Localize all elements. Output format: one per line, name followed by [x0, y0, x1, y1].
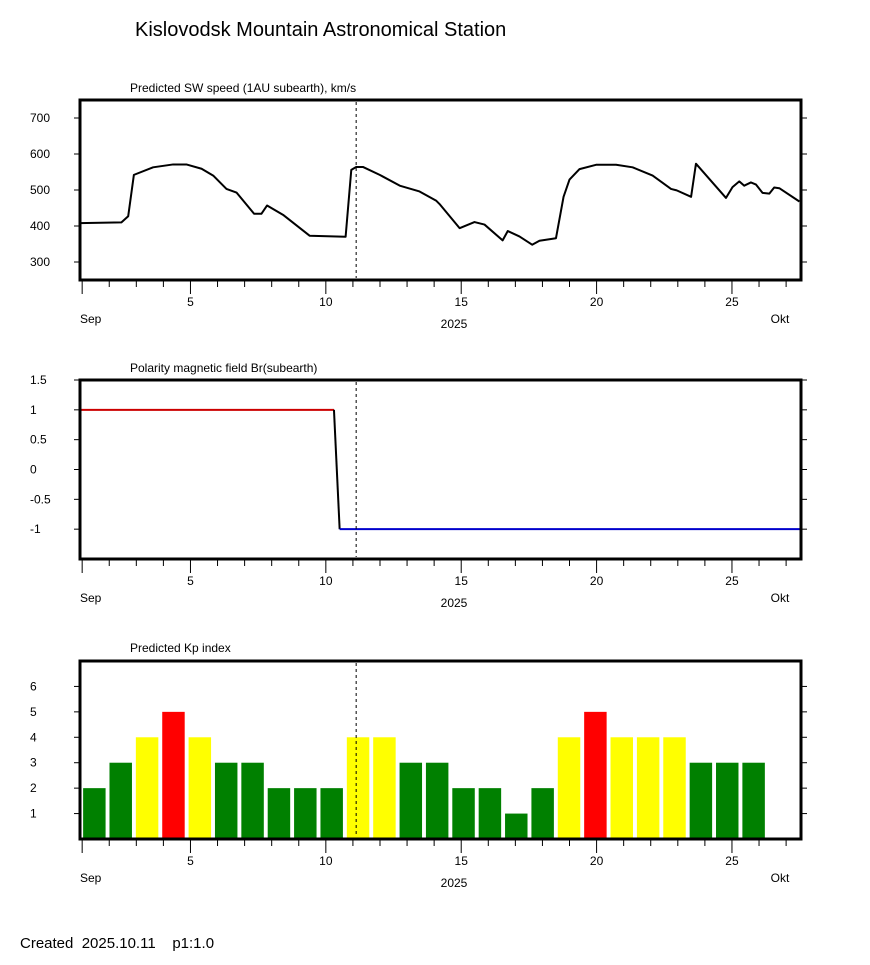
- y-tick-label: 6: [30, 679, 37, 693]
- x-tick-label: 25: [725, 295, 739, 309]
- x-tick-label: 10: [319, 854, 333, 868]
- x-tick-label: 20: [590, 854, 604, 868]
- kp-bar: [425, 762, 449, 839]
- x-tick-label: 5: [187, 574, 194, 588]
- y-tick-label: 400: [30, 219, 50, 233]
- x-end-label: Okt: [771, 871, 790, 885]
- chart-2: [74, 378, 807, 573]
- kp-bar: [505, 813, 528, 839]
- polarity-transition-line: [332, 409, 341, 530]
- plot-frame: [78, 98, 803, 282]
- kp-bar: [452, 788, 475, 839]
- x-tick-label: 10: [319, 295, 333, 309]
- kp-bar: [162, 711, 185, 839]
- y-tick-label: 2: [30, 781, 37, 795]
- created-footer: Created 2025.10.11 p1:1.0: [20, 935, 215, 952]
- kp-bar: [399, 762, 423, 839]
- x-tick-label: 25: [725, 854, 739, 868]
- y-tick-label: 1: [30, 807, 37, 821]
- kp-bar: [294, 788, 317, 839]
- x-tick-label: 15: [455, 295, 469, 309]
- kp-bar: [320, 788, 343, 839]
- x-tick-label: 20: [590, 574, 604, 588]
- kp-bar: [716, 762, 739, 839]
- y-tick-label: 3: [30, 756, 37, 770]
- x-start-label: Sep: [80, 312, 102, 326]
- y-tick-label: -0.5: [30, 492, 51, 506]
- y-tick-label: 5: [30, 705, 37, 719]
- x-start-label: Sep: [80, 591, 102, 605]
- chart-3: [74, 659, 807, 853]
- plot-frame: [78, 378, 803, 561]
- kp-bar: [689, 762, 713, 839]
- y-tick-label: 0: [30, 463, 37, 477]
- kp-bar: [663, 737, 686, 839]
- x-tick-label: 20: [590, 295, 604, 309]
- x-axis-label: 2025: [441, 317, 468, 331]
- x-tick-label: 10: [319, 574, 333, 588]
- x-tick-label: 15: [455, 574, 469, 588]
- x-end-label: Okt: [771, 591, 790, 605]
- kp-bar: [109, 762, 132, 839]
- kp-bar: [531, 788, 554, 839]
- kp-bar: [610, 737, 634, 839]
- kp-bar: [241, 762, 264, 839]
- kp-bar: [83, 788, 106, 839]
- chart-1: [74, 98, 807, 294]
- x-end-label: Okt: [771, 312, 790, 326]
- x-axis-label: 2025: [441, 596, 468, 610]
- y-tick-label: 600: [30, 147, 50, 161]
- kp-bar: [188, 737, 212, 839]
- kp-bar: [557, 737, 581, 839]
- x-tick-label: 25: [725, 574, 739, 588]
- x-tick-label: 5: [187, 295, 194, 309]
- x-tick-label: 15: [455, 854, 469, 868]
- page-title: Kislovodsk Mountain Astronomical Station: [135, 19, 507, 41]
- y-tick-label: 0.5: [30, 433, 47, 447]
- plot-frame: [78, 659, 803, 841]
- y-tick-label: 500: [30, 183, 50, 197]
- kp-bar: [346, 737, 370, 839]
- chart-title: Predicted SW speed (1AU subearth), km/s: [130, 81, 356, 95]
- y-tick-label: 1.5: [30, 373, 47, 387]
- kp-bar: [373, 737, 396, 839]
- kp-bar: [636, 737, 660, 839]
- y-tick-label: -1: [30, 522, 41, 536]
- kp-bar: [267, 788, 291, 839]
- y-tick-label: 300: [30, 255, 50, 269]
- x-tick-label: 5: [187, 854, 194, 868]
- chart-title: Predicted Kp index: [130, 641, 231, 655]
- y-tick-label: 4: [30, 730, 37, 744]
- x-axis-label: 2025: [441, 876, 468, 890]
- y-tick-label: 700: [30, 111, 50, 125]
- sw-speed-line: [79, 162, 800, 246]
- kp-bar: [478, 788, 502, 839]
- kp-bar: [742, 762, 765, 839]
- kp-bar: [135, 737, 159, 839]
- kp-bar: [584, 711, 607, 839]
- chart-title: Polarity magnetic field Br(subearth): [130, 361, 317, 375]
- x-start-label: Sep: [80, 871, 102, 885]
- kp-bar: [214, 762, 238, 839]
- y-tick-label: 1: [30, 403, 37, 417]
